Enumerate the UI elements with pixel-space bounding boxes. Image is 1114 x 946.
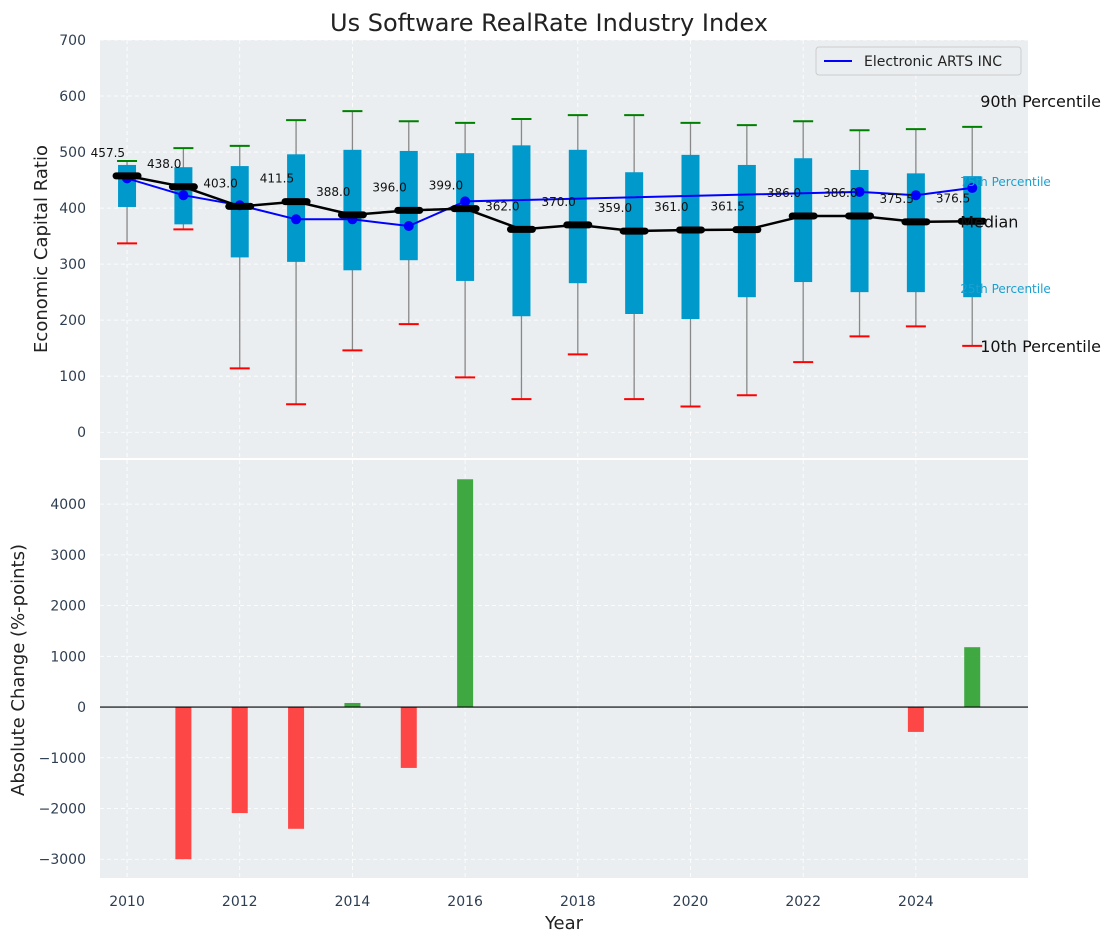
iqr-box: [118, 164, 137, 207]
median-label: 361.5: [710, 200, 744, 214]
annotation-p90: 90th Percentile: [980, 92, 1101, 111]
annotation-p10: 10th Percentile: [980, 337, 1101, 356]
y-tick-label: 2000: [50, 599, 86, 615]
x-tick-label: 2016: [447, 894, 483, 910]
bottom-plot-area: [100, 460, 1028, 878]
median-label: 375.5: [880, 192, 914, 206]
iqr-box: [230, 166, 249, 258]
series-line-electronic-arts: [126, 177, 973, 228]
change-bar: [964, 647, 981, 708]
y-tick-label: 1000: [50, 649, 86, 665]
median-label: 359.0: [598, 201, 632, 215]
series-point: [910, 190, 921, 201]
y-tick-label: 500: [59, 145, 86, 161]
y-tick-label: 300: [59, 257, 86, 273]
top-plot-area: [100, 40, 1028, 458]
y-tick-label: 100: [59, 369, 86, 385]
change-bar: [457, 479, 474, 708]
iqr-box: [456, 153, 475, 281]
y-tick-label: 0: [77, 425, 86, 441]
change-bar: [175, 707, 192, 860]
y-tick-label: −2000: [39, 802, 86, 818]
iqr-box: [287, 154, 306, 262]
median-label: 396.0: [372, 180, 406, 194]
iqr-box: [681, 154, 700, 320]
y-tick-label: 700: [59, 33, 86, 49]
series-point: [460, 196, 471, 207]
change-bar: [344, 702, 361, 708]
median-label: 388.0: [316, 185, 350, 199]
median-label: 438.0: [147, 157, 181, 171]
change-bar: [288, 707, 305, 829]
chart-title: Us Software RealRate Industry Index: [330, 9, 768, 37]
x-tick-label: 2010: [109, 894, 145, 910]
x-axis-label: Year: [544, 913, 584, 934]
x-tick-label: 2020: [673, 894, 709, 910]
median-label: 386.0: [823, 186, 857, 200]
legend-label: Electronic ARTS INC: [864, 54, 1002, 70]
change-bar: [400, 707, 417, 768]
y-tick-label: 400: [59, 201, 86, 217]
iqr-box: [343, 149, 362, 271]
iqr-box: [850, 169, 869, 293]
annotation-median: Median: [960, 212, 1018, 231]
median-label: 376.5: [936, 191, 970, 205]
change-bar: [231, 707, 248, 814]
iqr-box: [794, 158, 813, 283]
x-tick-label: 2022: [785, 894, 821, 910]
y-tick-label: 0: [77, 700, 86, 716]
y-tick-label: −3000: [39, 852, 86, 868]
annotation-p25: 25th Percentile: [960, 282, 1051, 296]
median-line: [126, 174, 973, 233]
legend: Electronic ARTS INC: [815, 46, 1022, 76]
y-axis-label: Economic Capital Ratio: [31, 145, 52, 353]
x-tick-label: 2024: [898, 894, 934, 910]
iqr-box: [906, 173, 925, 293]
median-label: 362.0: [485, 199, 519, 213]
x-tick-label: 2014: [335, 894, 371, 910]
y-axis-label: Absolute Change (%-points): [8, 544, 29, 796]
median-label: 386.0: [767, 186, 801, 200]
series-point: [291, 214, 302, 225]
y-tick-label: 3000: [50, 548, 86, 564]
iqr-box: [625, 172, 644, 314]
median-label: 399.0: [429, 179, 463, 193]
iqr-box: [399, 150, 418, 261]
median-label: 403.0: [203, 176, 237, 190]
y-tick-label: −1000: [39, 751, 86, 767]
median-label: 361.0: [654, 200, 688, 214]
series-point: [854, 186, 865, 197]
iqr-box: [568, 149, 587, 284]
x-tick-label: 2012: [222, 894, 258, 910]
series-point: [403, 221, 414, 232]
change-bar: [907, 707, 924, 732]
series-point: [178, 190, 189, 201]
legend-box: [815, 46, 1022, 76]
y-tick-label: 200: [59, 313, 86, 329]
y-tick-label: 600: [59, 89, 86, 105]
annotation-p75: 75th Percentile: [960, 175, 1051, 189]
median-label: 370.0: [541, 195, 575, 209]
series-point: [967, 182, 978, 193]
x-tick-label: 2018: [560, 894, 596, 910]
iqr-box: [963, 176, 982, 298]
median-label: 457.5: [91, 146, 125, 160]
median-label: 411.5: [260, 172, 294, 186]
y-tick-label: 4000: [50, 497, 86, 513]
